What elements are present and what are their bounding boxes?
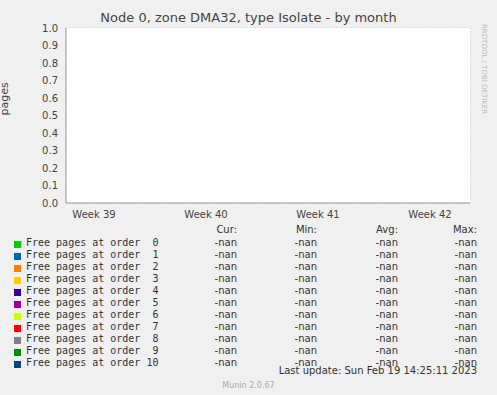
html-text:Max:: Max: [453,224,477,235]
html-text:Free pages at order 2: Free pages at order 2 [26,261,159,272]
html-text:-nan: -nan [454,249,477,260]
html-text:Free pages at order 10: Free pages at order 10 [26,357,159,368]
html-text:-nan: -nan [454,309,477,320]
svg-text:0.1: 0.1 [42,180,58,191]
html-text:Free pages at order 1: Free pages at order 1 [26,249,159,260]
svg-text:0.0: 0.0 [42,198,58,209]
svg-text:0.3: 0.3 [42,145,58,156]
html-text:-nan: -nan [294,249,317,260]
html-text:-nan: -nan [214,297,237,308]
html-text:-nan: -nan [294,333,317,344]
html-text:Min:: Min: [295,224,317,235]
html-text:Free pages at order 6: Free pages at order 6 [26,309,159,320]
html-text:-nan: -nan [294,237,317,248]
html-text:-nan: -nan [375,249,398,260]
html-text:-nan: -nan [454,357,477,368]
html-text:RRDTOOL / TOBI OETIKER: RRDTOOL / TOBI OETIKER [480,24,488,115]
html-text:-nan: -nan [214,237,237,248]
svg-text:0.6: 0.6 [42,93,58,104]
html-text:-nan: -nan [214,249,237,260]
html-text:-nan: -nan [294,273,317,284]
html-text:-nan: -nan [454,333,477,344]
svg-text:0.7: 0.7 [42,75,58,86]
html-text:-nan: -nan [214,309,237,320]
html-text:Free pages at order 9: Free pages at order 9 [26,345,159,356]
svg-text:Week 39: Week 39 [72,209,115,220]
html-text:Cur:: Cur: [216,224,237,235]
html-text:-nan: -nan [375,285,398,296]
svg-text:0.5: 0.5 [42,110,58,121]
html-text:-nan: -nan [454,273,477,284]
html-text:-nan: -nan [214,333,237,344]
svg-text:0.9: 0.9 [42,40,58,51]
html-text:-nan: -nan [294,261,317,272]
html-text:-nan: -nan [214,321,237,332]
html-text:-nan: -nan [294,321,317,332]
html-text:-nan: -nan [375,237,398,248]
html-text:-nan: -nan [294,297,317,308]
html-text:-nan: -nan [375,357,398,368]
html-text:Free pages at order 0: Free pages at order 0 [26,237,159,248]
svg-text:0.8: 0.8 [42,58,58,69]
html-text:Free pages at order 3: Free pages at order 3 [26,273,159,284]
html-text:-nan: -nan [214,285,237,296]
svg-text:Week 41: Week 41 [296,209,339,220]
svg-text:0.4: 0.4 [42,128,58,139]
html-text:Free pages at order 8: Free pages at order 8 [26,333,159,344]
html-text:-nan: -nan [375,333,398,344]
html-text:Free pages at order 5: Free pages at order 5 [26,297,159,308]
html-text:Avg:: Avg: [376,224,398,235]
html-text:Last update: Sun Feb 19 14:25:: Last update: Sun Feb 19 14:25:11 2023 [278,365,477,376]
html-text:Munin 2.0.67: Munin 2.0.67 [222,381,275,390]
html-text:-nan: -nan [375,345,398,356]
html-text:-nan: -nan [454,297,477,308]
html-text:-nan: -nan [454,345,477,356]
html-text:-nan: -nan [375,273,398,284]
svg-text:1.0: 1.0 [42,23,58,34]
html-text:Free pages at order 4: Free pages at order 4 [26,285,159,296]
html-text:Node 0, zone DMA32, type Isola: Node 0, zone DMA32, type Isolate - by mo… [100,10,397,25]
html-text:-nan: -nan [454,237,477,248]
svg-text:Week 40: Week 40 [184,209,227,220]
html-text:-nan: -nan [454,285,477,296]
html-text:-nan: -nan [375,261,398,272]
html-text:-nan: -nan [214,357,237,368]
svg-text:pages: pages [8,82,11,115]
html-text:-nan: -nan [214,345,237,356]
html-text:-nan: -nan [214,273,237,284]
html-text:-nan: -nan [454,261,477,272]
html-text:-nan: -nan [294,357,317,368]
svg-text:0.2: 0.2 [42,163,58,174]
html-text:-nan: -nan [454,321,477,332]
html-text:-nan: -nan [375,321,398,332]
html-text:-nan: -nan [214,261,237,272]
svg-text:Week 42: Week 42 [408,209,451,220]
html-text:-nan: -nan [375,309,398,320]
html-text:-nan: -nan [294,345,317,356]
html-text:Free pages at order 7: Free pages at order 7 [26,321,159,332]
html-text:-nan: -nan [294,285,317,296]
html-text:-nan: -nan [294,309,317,320]
html-text:-nan: -nan [375,297,398,308]
